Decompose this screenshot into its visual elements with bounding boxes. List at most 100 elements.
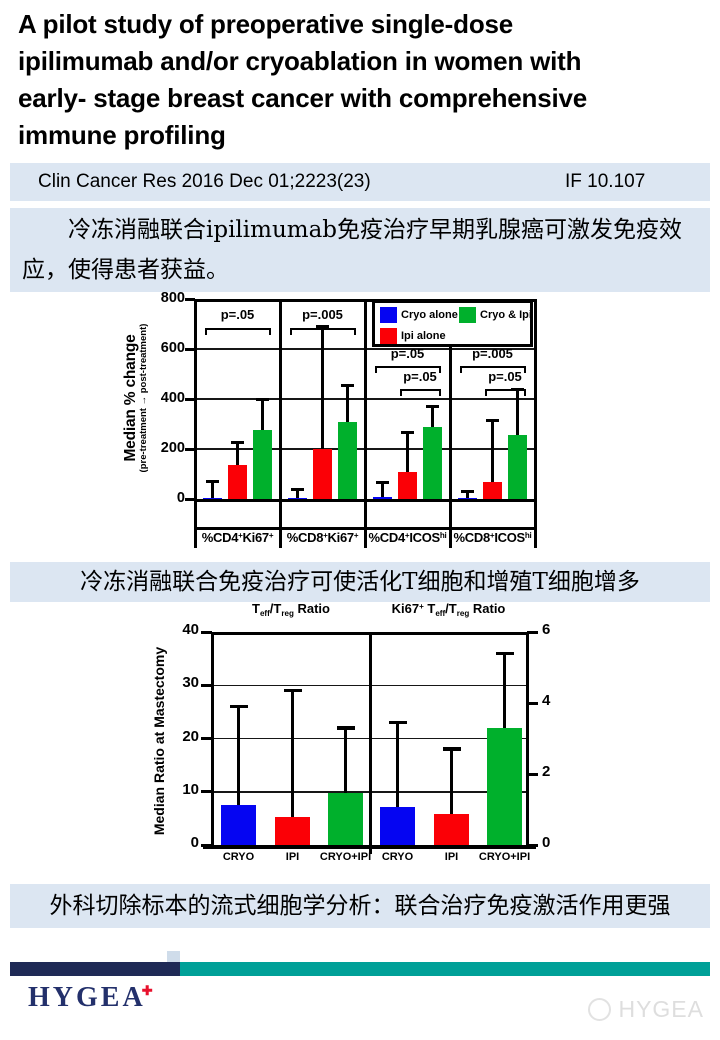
chart-1: 0 200 400 600 800 %CD4+Ki67+ %CD8+Ki67+ %CD4+IC…: [0, 289, 720, 560]
error-bar: [290, 690, 295, 818]
error-bar-cap: [229, 704, 248, 709]
bar: [328, 793, 363, 845]
y-tick: [201, 790, 212, 794]
y-tick-right: [527, 843, 538, 847]
zero-line: [203, 845, 536, 849]
category-label: %CD8+ICOShi: [450, 530, 535, 546]
logo-plus-icon: ✚: [141, 983, 153, 998]
bar: [288, 497, 307, 499]
bar: [483, 481, 502, 499]
chart-2: CRYO IPI CRYO+IPI CRYO IPI CRYO+IPI 0 10 20 30 40 0…: [0, 600, 720, 884]
y-tick: [201, 683, 212, 687]
bar: [434, 813, 469, 845]
error-bar-cap: [206, 480, 219, 483]
y-tick: [201, 843, 212, 847]
superscript: +: [268, 531, 274, 541]
p-value-bracket: [399, 389, 441, 396]
error-bar-cap: [316, 325, 329, 328]
y-tick-label: 400: [160, 389, 185, 406]
y-tick: [185, 447, 195, 451]
bar: [398, 471, 417, 499]
panel-separator: [448, 299, 452, 548]
p-value-label: p=.005: [472, 346, 513, 361]
superscript: +: [419, 602, 424, 612]
highlight-conclusion-3: 外科切除标本的流式细胞学分析：联合治疗免疫激活作用更强: [10, 884, 710, 928]
error-bar-cap: [291, 487, 304, 491]
footer-bar-navy: [10, 962, 180, 976]
category-label: %CD4+Ki67+: [195, 530, 280, 546]
category-label: %CD8+Ki67+: [280, 530, 365, 546]
p-value-bracket: [289, 328, 356, 335]
error-bar: [502, 653, 507, 728]
subscript: reg: [456, 608, 470, 618]
superscript: hi: [524, 531, 532, 541]
y-axis-title-sub: (pre-treatment → post-treatment): [138, 323, 150, 473]
plot-bottom-border: [195, 527, 535, 530]
y-tick: [201, 737, 212, 740]
text-segment: ICOS: [409, 530, 440, 545]
y-axis-title: Median % change (pre-treatment → post-tre…: [122, 298, 150, 498]
watermark-text: HYGEA: [618, 996, 704, 1022]
error-bar-cap: [231, 441, 244, 445]
y-tick-right: [527, 772, 538, 776]
p-value-bracket: [204, 328, 271, 335]
y-tick-label: 800: [160, 289, 185, 306]
y-tick-label: 40: [182, 621, 199, 638]
text-segment: %CD4: [368, 530, 406, 545]
y-tick-label: 0: [190, 834, 199, 851]
page-title: A pilot study of preoperative single-dos…: [18, 9, 588, 150]
error-bar: [491, 420, 494, 482]
subscript: reg: [281, 608, 294, 618]
text-segment: /T: [269, 601, 282, 616]
left-axis-line: [210, 632, 214, 845]
bar: [487, 727, 522, 845]
y-tick-right: [527, 630, 538, 634]
p-value-label: p=.005: [302, 307, 343, 322]
text-segment: Ki67: [327, 530, 355, 545]
right-axis-line: [525, 632, 529, 845]
legend-label: Cryo alone: [401, 309, 458, 321]
watermark: HYGEA: [588, 996, 704, 1023]
p-value-label: p=.05: [220, 307, 255, 322]
text-segment: %CD8: [286, 530, 324, 545]
bar: [458, 497, 477, 499]
y-tick-label: 20: [182, 727, 199, 745]
error-bar: [381, 482, 384, 497]
error-bar-cap: [495, 651, 514, 656]
superscript: +: [489, 531, 495, 541]
text-segment: T: [251, 601, 260, 616]
p-value-bracket: [374, 366, 441, 373]
y-tick-label: 600: [160, 339, 185, 356]
error-bar: [449, 749, 454, 814]
error-bar-cap: [376, 481, 389, 485]
y-tick: [185, 497, 195, 501]
y-tick: [185, 397, 195, 401]
y-tick-right-label: 4: [542, 692, 551, 709]
error-bar: [343, 727, 348, 794]
bar: [221, 805, 256, 845]
panel-separator: [533, 299, 537, 548]
error-bar: [321, 326, 324, 449]
panel-title: Teff/Treg Ratio: [212, 601, 370, 618]
error-bar: [296, 489, 299, 498]
legend-label: Cryo & Ipi: [480, 309, 532, 321]
y-tick-label: 10: [182, 780, 199, 798]
error-bar-cap: [341, 383, 354, 387]
hygea-logo: HYGEA✚: [28, 982, 157, 1014]
error-bar: [395, 722, 400, 807]
superscript: +: [353, 531, 359, 541]
category-label: %CD4+ICOShi: [365, 530, 450, 546]
bar: [338, 421, 357, 499]
watermark-logo-icon: [588, 998, 612, 1021]
error-bar: [236, 442, 239, 466]
text-segment: %CD8: [453, 530, 491, 545]
y-tick-right-label: 6: [542, 621, 551, 638]
subscript: eff: [259, 608, 270, 618]
panel-separator: [278, 299, 282, 548]
category-label: IPI: [444, 851, 459, 863]
error-bar: [516, 389, 519, 436]
bar: [253, 430, 272, 499]
error-bar: [236, 706, 241, 806]
legend: Cryo alone Ipi alone Cryo & Ipi: [372, 300, 533, 347]
y-tick: [185, 347, 195, 351]
